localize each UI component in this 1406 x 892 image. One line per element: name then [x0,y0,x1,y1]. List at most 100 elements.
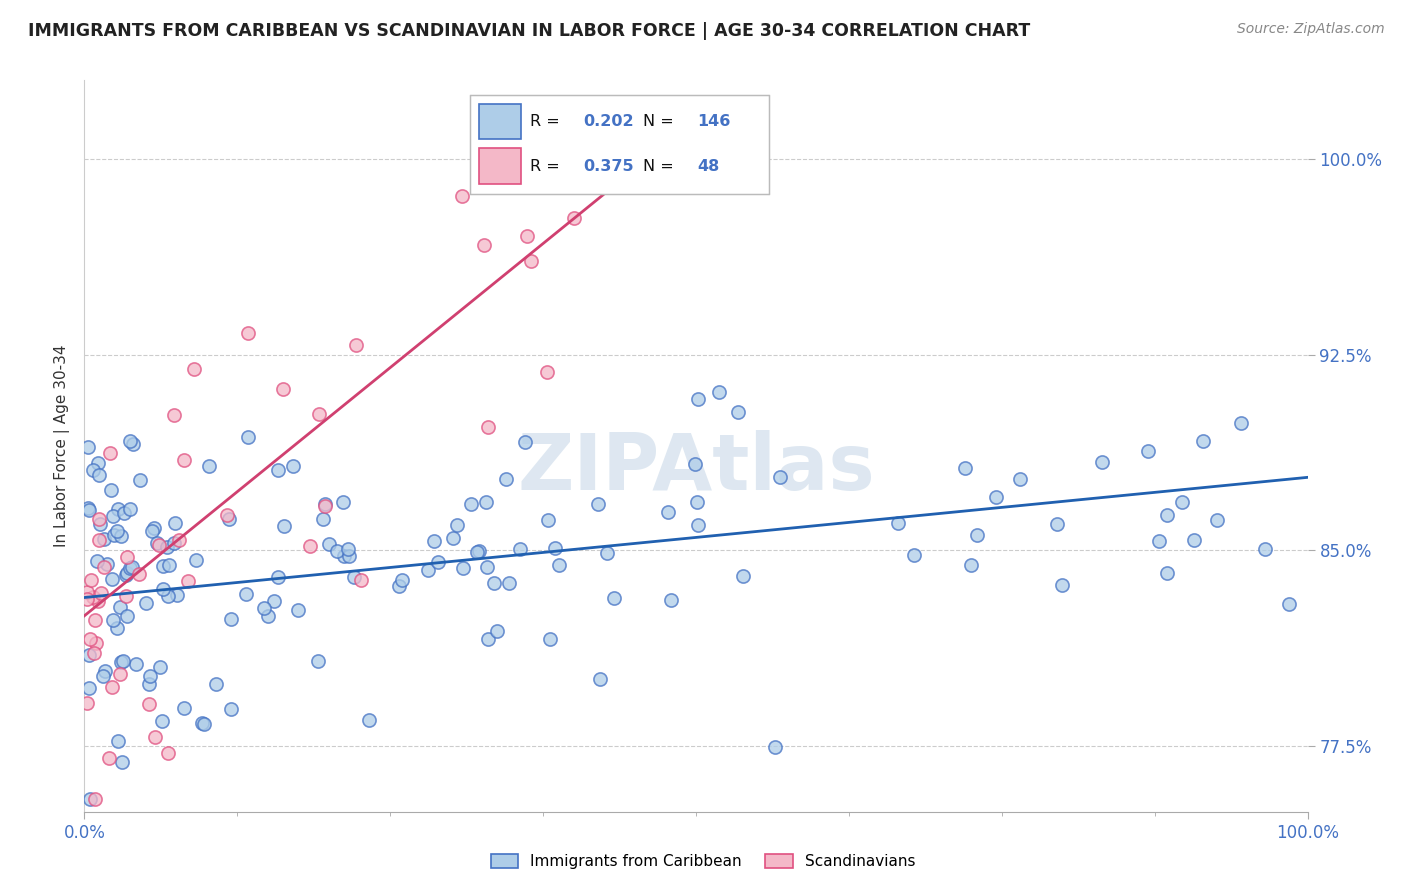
Point [547,558,569,572]
Point [152,582,174,597]
Point [1050,577,1073,591]
Text: ZIPAtlas: ZIPAtlas [517,430,875,506]
Point [157,558,180,573]
Point [960,558,983,572]
Point [197,459,219,474]
Point [253,600,276,615]
Point [603,591,626,605]
Point [314,499,336,513]
Point [1191,434,1213,449]
Point [451,560,474,574]
Point [423,533,446,548]
Point [460,497,482,511]
Point [391,573,413,587]
Point [769,470,792,484]
Point [472,237,495,252]
Point [314,497,336,511]
Point [1156,508,1178,523]
Point [157,747,180,761]
Y-axis label: In Labor Force | Age 30-34: In Labor Force | Age 30-34 [55,344,70,548]
Point [953,461,976,475]
Point [350,573,373,587]
Point [589,672,612,686]
Text: IMMIGRANTS FROM CARIBBEAN VS SCANDINAVIAN IN LABOR FORCE | AGE 30-34 CORRELATION: IMMIGRANTS FROM CARIBBEAN VS SCANDINAVIA… [28,22,1031,40]
Point [267,463,290,477]
Point [87,456,110,470]
Point [150,714,173,729]
Point [544,138,567,153]
Point [707,384,730,399]
Point [111,755,134,769]
Point [89,516,111,531]
Point [465,545,488,559]
Point [312,512,335,526]
Point [138,697,160,711]
Point [236,430,259,444]
Point [84,614,107,628]
Point [337,549,360,563]
Point [235,587,257,601]
Point [121,559,143,574]
Point [103,528,125,542]
Point [82,463,104,477]
Point [110,529,132,543]
Point [156,541,179,555]
Point [129,473,152,487]
Point [82,590,104,604]
Point [83,646,105,660]
Point [128,566,150,581]
Point [76,591,98,606]
Point [163,409,186,423]
Point [388,579,411,593]
Point [101,572,124,586]
Point [79,632,101,647]
Point [451,189,474,203]
Point [731,569,754,583]
Point [416,563,439,577]
Point [76,585,98,599]
Point [93,669,115,683]
Point [173,453,195,467]
Point [486,624,509,638]
Point [495,472,517,486]
Point [90,586,112,600]
Point [307,654,329,668]
Point [89,533,111,548]
Point [105,621,128,635]
Point [903,548,925,562]
Point [183,362,205,376]
Point [193,716,215,731]
Point [1008,472,1031,486]
Point [1156,566,1178,580]
Point [683,457,706,471]
Point [318,537,340,551]
Point [1206,513,1229,527]
Point [93,560,115,574]
Point [477,419,499,434]
Point [184,553,207,567]
Point [101,681,124,695]
Point [467,544,489,558]
Point [146,535,169,549]
Point [509,542,531,557]
Point [111,654,134,668]
Legend: Immigrants from Caribbean, Scandinavians: Immigrants from Caribbean, Scandinavians [485,847,921,875]
Point [80,573,103,587]
Point [83,791,105,805]
Point [77,500,100,515]
Point [267,570,290,584]
Point [112,506,135,520]
Point [93,532,115,546]
Point [1170,495,1192,509]
Point [118,434,141,448]
Point [498,575,520,590]
Point [87,594,110,608]
Point [79,791,101,805]
Point [1046,516,1069,531]
Point [287,603,309,617]
Point [125,657,148,671]
Point [77,440,100,454]
Point [101,613,124,627]
Point [148,538,170,552]
Point [727,405,749,419]
